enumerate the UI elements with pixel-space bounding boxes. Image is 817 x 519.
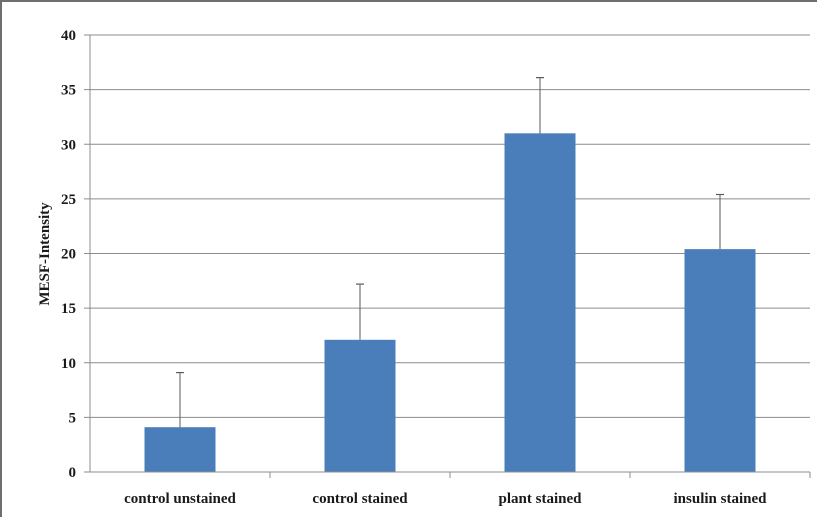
bar bbox=[144, 427, 216, 472]
bar bbox=[684, 249, 756, 472]
y-tick-label: 15 bbox=[61, 301, 76, 317]
y-tick-label: 5 bbox=[69, 410, 77, 426]
x-category-label: control stained bbox=[312, 491, 408, 507]
y-tick-label: 10 bbox=[61, 356, 76, 372]
y-tick-label: 25 bbox=[61, 192, 76, 208]
axes bbox=[84, 34, 811, 478]
bars bbox=[144, 133, 756, 472]
bar bbox=[504, 133, 576, 472]
y-tick-label: 40 bbox=[61, 28, 76, 44]
axis-labels: 0 5 10 15 20 25 30 35 40 control unstained control… bbox=[61, 28, 767, 507]
gridlines bbox=[90, 34, 810, 418]
x-category-label: insulin stained bbox=[674, 491, 768, 507]
x-category-label: control unstained bbox=[124, 491, 236, 507]
error-bars bbox=[176, 77, 724, 428]
y-tick-label: 30 bbox=[61, 137, 76, 153]
y-tick-label: 35 bbox=[61, 83, 76, 99]
bar bbox=[324, 339, 396, 472]
y-tick-label: 20 bbox=[61, 247, 76, 263]
y-axis-title: MESF-Intensity bbox=[37, 202, 53, 306]
y-tick-label: 0 bbox=[69, 465, 77, 481]
x-category-label: plant stained bbox=[499, 491, 583, 507]
